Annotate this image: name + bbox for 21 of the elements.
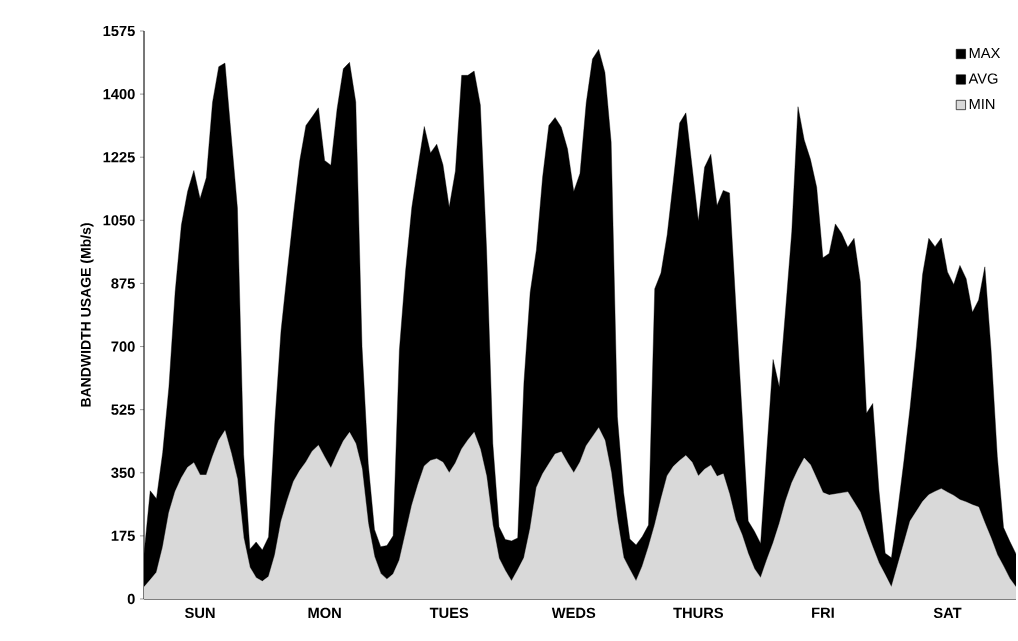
y-tick-label: 700 bbox=[111, 341, 135, 352]
y-tick-label: 1050 bbox=[103, 215, 135, 226]
x-tick-label: SUN bbox=[185, 607, 215, 619]
y-tick-label: 350 bbox=[111, 467, 135, 478]
legend-label: MAX bbox=[969, 47, 1001, 59]
y-tick-label: 875 bbox=[111, 278, 135, 289]
legend-label: AVG bbox=[968, 73, 998, 84]
y-tick-label: 1575 bbox=[103, 25, 135, 37]
x-tick-label: MON bbox=[308, 607, 341, 619]
x-tick-label: TUES bbox=[429, 607, 469, 619]
y-tick-label: 1400 bbox=[103, 88, 135, 100]
x-tick-label: THURS bbox=[673, 607, 724, 619]
y-axis-title: BANDWIDTH USAGE (Mb/s) bbox=[80, 223, 94, 407]
x-tick-label: WEDS bbox=[551, 607, 596, 619]
y-tick-label: 0 bbox=[127, 593, 135, 605]
legend-label: MIN bbox=[969, 98, 995, 110]
x-tick-label: FRI bbox=[812, 607, 834, 618]
y-tick-label: 175 bbox=[111, 530, 135, 541]
y-tick-label: 1225 bbox=[103, 152, 135, 163]
x-tick-label: SAT bbox=[933, 607, 962, 619]
y-tick-label: 525 bbox=[111, 404, 135, 415]
